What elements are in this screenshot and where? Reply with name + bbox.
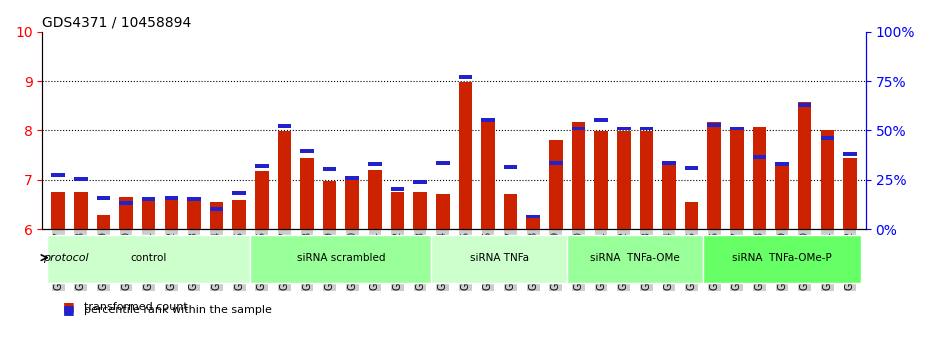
Bar: [684, 202, 698, 229]
Bar: [119, 201, 133, 205]
Bar: [436, 194, 449, 229]
Bar: [278, 131, 291, 229]
Bar: [752, 155, 766, 159]
Bar: [844, 152, 857, 156]
Text: ■: ■: [63, 299, 74, 313]
Bar: [210, 207, 223, 211]
Bar: [51, 192, 65, 229]
Bar: [730, 126, 744, 131]
Bar: [526, 215, 540, 218]
Bar: [820, 136, 834, 140]
Bar: [187, 197, 201, 201]
Bar: [481, 121, 495, 229]
Bar: [844, 158, 857, 229]
FancyBboxPatch shape: [567, 235, 703, 283]
Bar: [458, 75, 472, 79]
Bar: [391, 192, 405, 229]
FancyBboxPatch shape: [250, 235, 432, 283]
Bar: [142, 200, 155, 229]
Bar: [74, 192, 87, 229]
Bar: [594, 131, 608, 229]
Bar: [640, 126, 653, 131]
Bar: [776, 162, 789, 166]
Bar: [97, 215, 111, 229]
Bar: [458, 82, 472, 229]
Bar: [798, 102, 812, 229]
Bar: [232, 191, 246, 195]
Bar: [684, 166, 698, 170]
Bar: [572, 126, 585, 131]
Bar: [300, 158, 313, 229]
Bar: [255, 164, 269, 167]
Text: siRNA scrambled: siRNA scrambled: [297, 253, 385, 263]
Bar: [662, 165, 676, 229]
Bar: [798, 103, 812, 107]
Bar: [708, 122, 721, 126]
Bar: [300, 149, 313, 153]
Bar: [820, 131, 834, 229]
Bar: [210, 202, 223, 229]
Bar: [74, 177, 87, 181]
Bar: [391, 187, 405, 191]
Bar: [549, 140, 563, 229]
Text: percentile rank within the sample: percentile rank within the sample: [84, 305, 272, 315]
Bar: [345, 176, 359, 180]
Bar: [187, 201, 201, 229]
Bar: [752, 126, 766, 229]
Text: siRNA  TNFa-OMe-P: siRNA TNFa-OMe-P: [732, 253, 832, 263]
Text: ■: ■: [63, 303, 74, 316]
Bar: [97, 196, 111, 200]
Bar: [481, 118, 495, 121]
Bar: [730, 131, 744, 229]
Bar: [549, 161, 563, 165]
Bar: [504, 165, 517, 169]
Bar: [436, 161, 449, 165]
Bar: [278, 124, 291, 128]
Bar: [708, 121, 721, 229]
Bar: [232, 200, 246, 229]
Bar: [776, 165, 789, 229]
Bar: [526, 218, 540, 229]
FancyBboxPatch shape: [46, 235, 250, 283]
Bar: [165, 199, 178, 229]
Text: siRNA TNFa: siRNA TNFa: [470, 253, 529, 263]
Bar: [165, 196, 178, 200]
Bar: [142, 197, 155, 201]
Text: protocol: protocol: [44, 253, 89, 263]
Bar: [572, 121, 585, 229]
Bar: [617, 126, 631, 131]
FancyBboxPatch shape: [703, 235, 861, 283]
Bar: [255, 171, 269, 229]
FancyBboxPatch shape: [432, 235, 567, 283]
Text: GDS4371 / 10458894: GDS4371 / 10458894: [43, 15, 192, 29]
Bar: [51, 173, 65, 177]
Bar: [662, 161, 676, 165]
Bar: [640, 131, 653, 229]
Bar: [368, 170, 381, 229]
Bar: [368, 162, 381, 166]
Bar: [345, 180, 359, 229]
Bar: [504, 194, 517, 229]
Bar: [323, 181, 337, 229]
Bar: [413, 192, 427, 229]
Bar: [413, 180, 427, 184]
Text: siRNA  TNFa-OMe: siRNA TNFa-OMe: [591, 253, 680, 263]
Text: transformed count: transformed count: [84, 302, 187, 312]
Bar: [119, 197, 133, 229]
Bar: [323, 167, 337, 171]
Bar: [617, 131, 631, 229]
Text: control: control: [130, 253, 166, 263]
Bar: [594, 118, 608, 121]
